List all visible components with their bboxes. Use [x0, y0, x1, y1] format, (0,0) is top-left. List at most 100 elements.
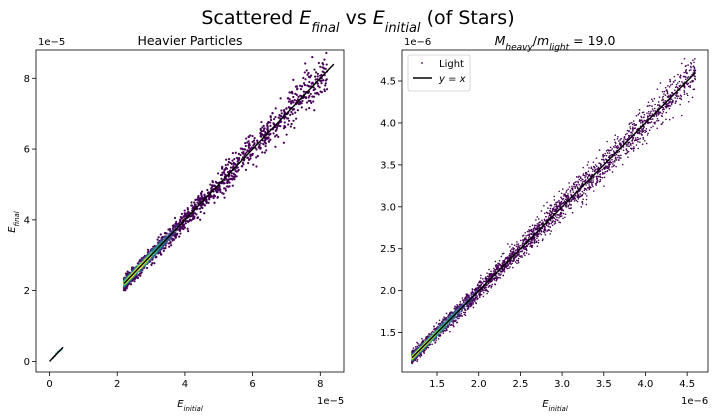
- scatter-point: [666, 92, 669, 95]
- scatter-point: [445, 312, 448, 315]
- scatter-point: [687, 76, 690, 78]
- scatter-point: [245, 151, 248, 154]
- scatter-point: [630, 131, 632, 134]
- scatter-point: [642, 138, 645, 140]
- scatter-point: [461, 299, 464, 301]
- scatter-point: [497, 265, 500, 267]
- scatter-point: [536, 216, 539, 218]
- scatter-point: [657, 104, 659, 107]
- scatter-point: [191, 207, 194, 210]
- scatter-point: [293, 98, 296, 102]
- scatter-point: [236, 160, 239, 163]
- scatter-point: [243, 154, 246, 157]
- scatter-point: [528, 229, 530, 231]
- scatter-point: [509, 250, 512, 253]
- scatter-point: [261, 151, 264, 154]
- scatter-point: [479, 296, 481, 298]
- scatter-point: [303, 71, 306, 74]
- scatter-point: [526, 234, 529, 236]
- scatter-point: [511, 243, 513, 246]
- scatter-point: [507, 243, 509, 245]
- scatter-point: [487, 286, 490, 288]
- scatter-point: [419, 356, 422, 358]
- scatter-point: [428, 333, 431, 336]
- scatter-point: [324, 84, 327, 87]
- scatter-point: [324, 82, 327, 85]
- scatter-point: [669, 105, 672, 107]
- scatter-point: [677, 95, 680, 97]
- scatter-point: [630, 147, 632, 150]
- scatter-point: [316, 82, 319, 85]
- scatter-point: [289, 125, 292, 128]
- scatter-point: [167, 242, 171, 245]
- scatter-point: [292, 119, 295, 122]
- scatter-point: [575, 184, 578, 187]
- scatter-point: [680, 62, 683, 65]
- scatter-point: [575, 176, 578, 178]
- scatter-point: [529, 240, 531, 243]
- scatter-point: [452, 320, 454, 323]
- scatter-point: [272, 122, 275, 125]
- x-tick-label: 6: [249, 379, 255, 390]
- scatter-point: [416, 345, 419, 348]
- scatter-point: [614, 144, 617, 147]
- scatter-point: [558, 190, 560, 193]
- scatter-point: [216, 195, 219, 199]
- scatter-point: [474, 289, 476, 292]
- scatter-point: [192, 215, 195, 218]
- scatter-point: [581, 178, 584, 181]
- scatter-point: [150, 258, 153, 261]
- scatter-point: [283, 125, 286, 128]
- scatter-point: [523, 251, 526, 254]
- right-reference-line: [411, 72, 696, 359]
- scatter-point: [575, 180, 577, 183]
- scatter-point: [670, 91, 673, 94]
- x-tick-label: 4.0: [638, 379, 654, 390]
- scatter-point: [323, 88, 326, 91]
- scatter-point: [224, 173, 227, 176]
- y-tick-label: 3.0: [380, 202, 396, 213]
- scatter-point: [526, 230, 529, 233]
- scatter-point: [659, 82, 662, 84]
- scatter-point: [295, 93, 298, 97]
- scatter-point: [571, 198, 573, 201]
- scatter-point: [178, 226, 181, 230]
- legend-label: y = x: [438, 74, 466, 85]
- scatter-point: [491, 283, 494, 286]
- scatter-point: [537, 218, 540, 220]
- scatter-point: [684, 78, 687, 81]
- right-axes: 1.5 2.0 2.5 3.0 3.5 4.0 4.5 1.52.02.53.03.54.0…: [380, 33, 709, 413]
- scatter-point: [179, 232, 182, 235]
- scatter-point: [469, 305, 472, 308]
- scatter-point: [690, 66, 692, 69]
- scatter-point: [614, 154, 616, 157]
- scatter-point: [319, 65, 322, 68]
- scatter-point: [435, 322, 438, 324]
- scatter-point: [679, 103, 681, 106]
- scatter-point: [282, 141, 285, 144]
- scatter-point: [231, 151, 235, 155]
- scatter-point: [669, 80, 671, 83]
- scatter-point: [647, 101, 650, 104]
- scatter-point: [443, 316, 445, 318]
- scatter-point: [433, 325, 435, 328]
- scatter-point: [536, 245, 539, 248]
- scatter-point: [671, 83, 674, 85]
- scatter-point: [494, 283, 496, 285]
- scatter-point: [316, 72, 319, 75]
- scatter-point: [535, 224, 537, 227]
- scatter-point: [674, 94, 677, 96]
- scatter-point: [608, 149, 611, 152]
- scatter-point: [256, 139, 259, 142]
- scatter-point: [634, 137, 637, 139]
- scatter-point: [455, 321, 458, 324]
- scatter-point: [636, 128, 638, 131]
- scatter-point: [452, 324, 454, 327]
- scatter-point: [264, 131, 267, 134]
- scatter-point: [612, 146, 615, 148]
- scatter-point: [633, 122, 635, 125]
- scatter-point: [566, 203, 568, 205]
- scatter-point: [471, 291, 474, 294]
- legend-box: [407, 54, 471, 92]
- scatter-point: [669, 78, 671, 81]
